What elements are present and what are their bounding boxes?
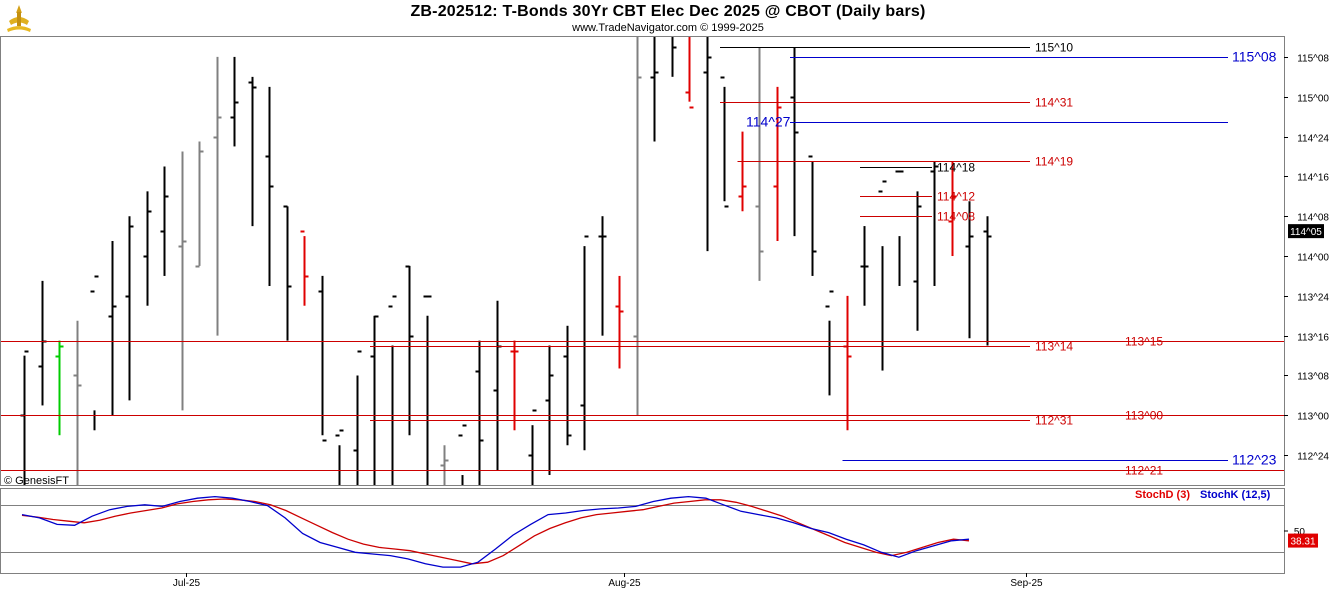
date-tick-label-0: Jul-25 [173, 578, 201, 589]
price-tick-label-4: 114^08 [1297, 213, 1329, 224]
ohlc-bars [20, 0, 992, 575]
chart-title: ZB-202512: T-Bonds 30Yr CBT Elec Dec 202… [410, 3, 926, 20]
ohlc-bar-5[interactable] [108, 241, 117, 416]
date-tick-label-1: Aug-25 [608, 578, 641, 589]
ohlc-bar-55[interactable] [983, 216, 992, 346]
ohlc-bar-6[interactable] [125, 216, 134, 401]
ohlc-bar-51[interactable] [913, 191, 922, 331]
ohlc-bar-42[interactable] [755, 47, 764, 281]
ohlc-bar-22[interactable] [405, 265, 414, 436]
ohlc-bar-35[interactable] [633, 17, 642, 416]
ohlc-bar-8[interactable] [160, 166, 169, 276]
stoch-panel-frame [0, 488, 1285, 574]
price-tick-label-5: 114^00 [1297, 253, 1329, 264]
ohlc-bar-49[interactable] [878, 180, 887, 371]
ohlc-bar-25[interactable] [458, 424, 467, 570]
ohlc-bar-9[interactable] [178, 151, 187, 411]
stoch-plot [21, 495, 970, 568]
level-label-4: 114^19 [1035, 155, 1073, 169]
ohlc-bar-3[interactable] [73, 320, 82, 495]
last-price-label: 114^05 [1290, 227, 1322, 238]
price-tick-label-3: 114^16 [1297, 173, 1329, 184]
price-tick-label-9: 113^00 [1297, 412, 1329, 423]
price-panel-frame [0, 36, 1285, 486]
level-label-2: 114^31 [1035, 96, 1073, 110]
level-label-1: 115^08 [1232, 49, 1277, 65]
ohlc-bar-52[interactable] [930, 161, 939, 286]
price-tick-label-2: 114^24 [1297, 134, 1329, 145]
ohlc-bar-37[interactable] [669, 7, 677, 77]
ohlc-bar-18[interactable] [335, 429, 344, 550]
level-label-7: 114^08 [937, 210, 975, 224]
ohlc-bar-23[interactable] [423, 295, 432, 575]
level-label-3: 114^27 [746, 114, 791, 130]
ohlc-bar-13[interactable] [248, 76, 257, 227]
ohlc-bar-12[interactable] [230, 56, 239, 147]
stoch-series-1 [21, 495, 970, 568]
price-tick-label-1: 115^00 [1297, 94, 1329, 105]
ohlc-bar-43[interactable] [773, 86, 782, 242]
level-label-0: 115^10 [1035, 41, 1073, 55]
price-plot: 115^10 115^08 114^31 114^27 114^19 114^18 114^… [1, 0, 1284, 575]
ohlc-bar-7[interactable] [143, 191, 152, 306]
ohlc-bar-24[interactable] [440, 445, 449, 500]
stoch-last-box [1288, 533, 1318, 548]
copyright-label: © GenesisFT [4, 475, 69, 487]
ohlc-bar-11[interactable] [213, 56, 222, 336]
ohlc-bar-41[interactable] [738, 131, 747, 212]
level-label-9: 113^14 [1035, 340, 1073, 354]
ohlc-bar-38[interactable] [685, 7, 694, 109]
price-tick-label-10: 112^24 [1297, 452, 1329, 463]
level-label-12: 112^23 [1232, 452, 1277, 468]
legend-stoch-k: StochK (12,5) [1200, 489, 1271, 501]
price-tick-label-7: 113^16 [1297, 333, 1329, 344]
genesis-logo-icon [7, 5, 31, 32]
ohlc-bar-50[interactable] [895, 170, 904, 286]
axes: 115^08 115^00 114^24 114^16 114^08 114^00 113^… [173, 54, 1330, 590]
level-label-11: 112^31 [1035, 414, 1073, 428]
ohlc-bar-10[interactable] [195, 141, 204, 268]
ohlc-bar-2[interactable] [55, 340, 64, 436]
price-tick-label-6: 113^24 [1297, 293, 1329, 304]
ohlc-bar-19[interactable] [353, 350, 362, 560]
ohlc-bar-17[interactable] [318, 275, 327, 442]
ohlc-bar-48[interactable] [860, 226, 869, 306]
ohlc-bar-39[interactable] [703, 0, 712, 252]
ohlc-bar-32[interactable] [580, 235, 589, 451]
ohlc-bar-46[interactable] [825, 290, 834, 396]
last-price-box [1288, 224, 1324, 239]
legend-stoch-d: StochD (3) [1135, 489, 1190, 501]
ohlc-bar-40[interactable] [720, 76, 729, 208]
ohlc-bar-53[interactable] [948, 161, 957, 257]
chart-subtitle: www.TradeNavigator.com © 1999-2025 [572, 22, 764, 34]
stoch-last-label: 38.31 [1290, 537, 1315, 548]
stoch-tick-label-50: 50 [1294, 527, 1306, 538]
ohlc-bar-4[interactable] [90, 275, 99, 431]
ohlc-bar-34[interactable] [615, 275, 624, 369]
ohlc-bar-36[interactable] [650, 17, 659, 142]
ohlc-bar-20[interactable] [370, 315, 379, 505]
level-label-10: 113^00 [1125, 409, 1163, 423]
ohlc-bar-45[interactable] [808, 155, 817, 276]
ohlc-bar-33[interactable] [598, 216, 607, 336]
ohlc-bar-15[interactable] [283, 205, 292, 341]
ohlc-bar-26[interactable] [475, 340, 484, 575]
price-tick-label-0: 115^08 [1297, 54, 1329, 65]
ohlc-bar-16[interactable] [300, 230, 309, 306]
ohlc-bar-14[interactable] [265, 86, 274, 286]
date-tick-label-2: Sep-25 [1010, 578, 1043, 589]
ohlc-bar-54[interactable] [965, 201, 974, 339]
price-tick-label-8: 113^08 [1297, 372, 1329, 383]
ohlc-bar-21[interactable] [388, 295, 397, 520]
level-label-13: 112^21 [1125, 464, 1163, 478]
level-label-6: 114^12 [937, 190, 975, 204]
ohlc-bar-30[interactable] [545, 345, 554, 476]
ohlc-bar-44[interactable] [790, 47, 799, 237]
level-label-8: 113^15 [1125, 335, 1163, 349]
ohlc-bar-31[interactable] [563, 325, 572, 446]
level-label-5: 114^18 [937, 161, 975, 175]
